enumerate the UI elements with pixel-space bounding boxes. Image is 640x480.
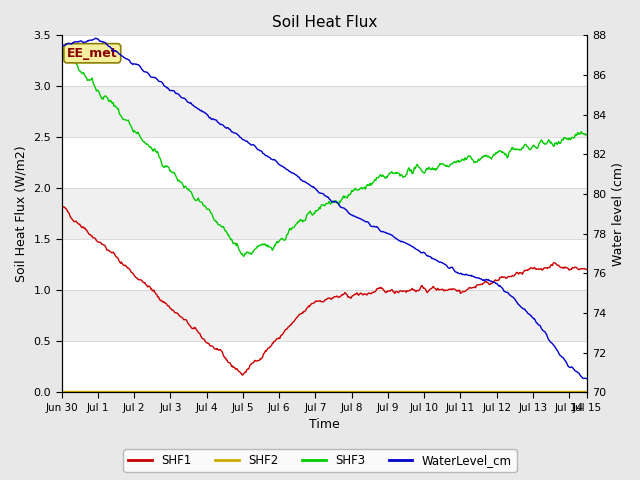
SHF2 bbox=[264, 388, 272, 394]
SHF1 bbox=[584, 267, 591, 273]
SHF1 bbox=[238, 372, 246, 378]
Bar bbox=[61, 36, 588, 86]
Bar bbox=[61, 137, 588, 188]
SHF1 bbox=[484, 280, 492, 286]
Text: EE_met: EE_met bbox=[67, 47, 118, 60]
Title: Soil Heat Flux: Soil Heat Flux bbox=[272, 15, 377, 30]
WaterLevel_cm bbox=[124, 57, 132, 62]
WaterLevel_cm bbox=[584, 376, 591, 382]
Y-axis label: Water level (cm): Water level (cm) bbox=[612, 162, 625, 266]
SHF2 bbox=[102, 388, 109, 394]
Bar bbox=[61, 290, 588, 341]
Bar bbox=[61, 188, 588, 240]
SHF1 bbox=[102, 244, 109, 250]
WaterLevel_cm bbox=[102, 41, 110, 47]
SHF1 bbox=[58, 203, 65, 208]
SHF3 bbox=[240, 253, 248, 259]
X-axis label: Time: Time bbox=[309, 419, 340, 432]
WaterLevel_cm bbox=[265, 154, 273, 160]
SHF3 bbox=[265, 244, 273, 250]
Line: SHF3: SHF3 bbox=[61, 49, 588, 256]
Line: WaterLevel_cm: WaterLevel_cm bbox=[61, 38, 588, 379]
SHF1 bbox=[311, 299, 319, 305]
SHF2 bbox=[584, 388, 591, 394]
Bar bbox=[61, 341, 588, 393]
Bar bbox=[61, 240, 588, 290]
SHF3 bbox=[58, 46, 65, 52]
Y-axis label: Soil Heat Flux (W/m2): Soil Heat Flux (W/m2) bbox=[15, 145, 28, 282]
SHF3 bbox=[124, 118, 131, 124]
SHF2 bbox=[58, 388, 65, 394]
WaterLevel_cm bbox=[165, 86, 173, 92]
Line: SHF1: SHF1 bbox=[61, 205, 588, 375]
SHF1 bbox=[124, 265, 131, 271]
WaterLevel_cm bbox=[484, 276, 492, 282]
SHF1 bbox=[265, 345, 273, 351]
SHF2 bbox=[164, 388, 172, 394]
SHF2 bbox=[124, 388, 131, 394]
WaterLevel_cm bbox=[58, 43, 65, 48]
WaterLevel_cm bbox=[92, 36, 100, 41]
SHF3 bbox=[102, 93, 109, 99]
SHF2 bbox=[484, 388, 492, 394]
Legend: SHF1, SHF2, SHF3, WaterLevel_cm: SHF1, SHF2, SHF3, WaterLevel_cm bbox=[124, 449, 516, 472]
SHF2 bbox=[310, 388, 318, 394]
SHF3 bbox=[484, 153, 492, 159]
WaterLevel_cm bbox=[311, 185, 319, 191]
SHF1 bbox=[164, 303, 172, 309]
SHF3 bbox=[584, 132, 591, 137]
SHF3 bbox=[164, 164, 172, 170]
Bar bbox=[61, 86, 588, 137]
SHF3 bbox=[311, 211, 319, 216]
